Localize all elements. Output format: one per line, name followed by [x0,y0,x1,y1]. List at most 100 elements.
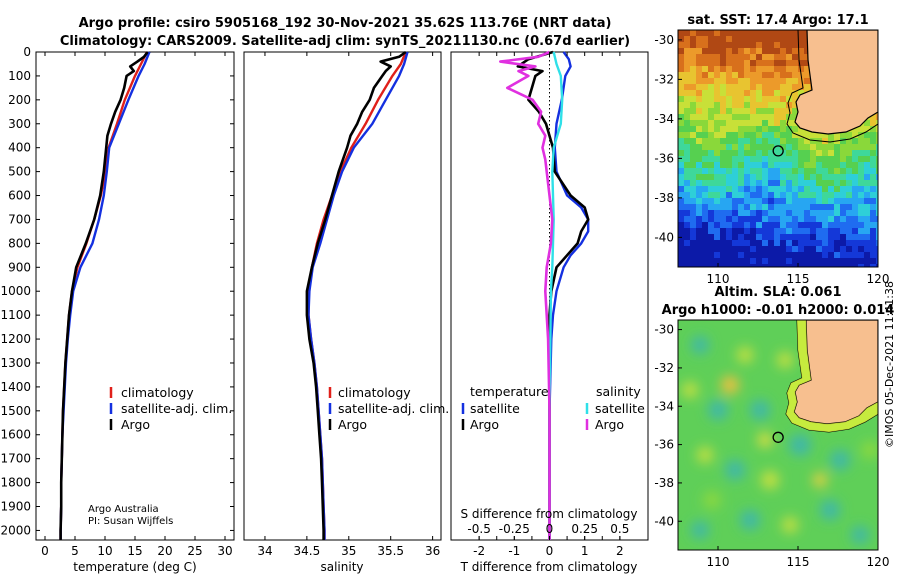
sst-cell [738,210,744,216]
sst-cell [864,174,870,180]
sst-cell [750,78,756,84]
sst-cell [708,186,714,192]
sst-cell [714,264,720,267]
sst-cell [678,258,684,264]
depth-tick-label: 1200 [0,332,31,346]
sst-cell [738,234,744,240]
sst-cell [816,264,822,267]
sst-cell [876,150,878,156]
sst-cell [732,84,738,90]
sst-cell [684,54,690,60]
sst-cell [852,228,858,234]
sst-cell [798,198,804,204]
sst-map: sat. SST: 17.4 Argo: 17.1 110 115 120 -30 -3… [654,13,889,286]
sst-cell [858,258,864,264]
sst-cell [834,180,840,186]
sst-cell [690,162,696,168]
sst-cell [678,204,684,210]
sst-cell [774,162,780,168]
sst-cell [750,66,756,72]
sst-cell [870,222,876,228]
sst-cell [714,228,720,234]
sst-cell [768,198,774,204]
sst-cell [732,78,738,84]
sst-cell [852,258,858,264]
sst-cell [696,168,702,174]
sst-cell [786,192,792,198]
sst-cell [834,192,840,198]
sst-cell [768,66,774,72]
sst-cell [774,186,780,192]
sst-cell [696,90,702,96]
sst-shelf-contour [786,30,878,143]
sst-cell [840,258,846,264]
credit-line-2: PI: Susan Wijffels [88,516,173,527]
sst-cell [768,138,774,144]
sst-cell [714,30,720,36]
sst-cell [756,36,762,42]
sst-cell [714,60,720,66]
lon-tick-label: 110 [707,272,730,286]
sst-cell [768,36,774,42]
sst-cell [840,198,846,204]
sst-cell [732,192,738,198]
sst-cell [780,120,786,126]
depth-tick-label: 800 [8,236,31,250]
sst-cell [786,30,792,36]
sst-cell [762,138,768,144]
sst-cell [714,216,720,222]
sst-cell [720,72,726,78]
sst-cell [798,126,804,132]
s-difference-xlabel: S difference from climatology [461,507,638,521]
sst-cell [828,150,834,156]
sst-cell [726,204,732,210]
sst-cell [870,192,876,198]
sst-cell [780,216,786,222]
sst-cell [702,120,708,126]
sst-cell [852,144,858,150]
sst-cell [702,66,708,72]
sst-cell [774,42,780,48]
sst-cell [750,222,756,228]
sst-cell [714,252,720,258]
sst-cell [846,264,852,267]
sst-cell [798,252,804,258]
sst-cell [726,264,732,267]
sst-cell [798,168,804,174]
sst-cell [720,252,726,258]
sst-cell [834,168,840,174]
sst-cell [708,66,714,72]
sst-cell [684,30,690,36]
sst-cell [798,222,804,228]
sst-cell [852,222,858,228]
sst-cell [798,84,804,90]
sst-cell [684,42,690,48]
sst-cell [786,186,792,192]
sst-cell [690,96,696,102]
sst-cell [714,174,720,180]
sst-cell [828,252,834,258]
sst-cell [774,114,780,120]
sst-cell [792,78,798,84]
sst-cell [756,102,762,108]
sst-cell [774,72,780,78]
sst-cell [840,174,846,180]
sst-cell [822,258,828,264]
sst-cell [684,144,690,150]
sst-cell [816,198,822,204]
sst-cell [774,204,780,210]
sla-anomaly [721,376,739,394]
sla-anomaly [697,447,713,463]
sst-cell [738,96,744,102]
sst-cell [798,132,804,138]
sst-cell [678,216,684,222]
temperature-lines [59,51,151,540]
sst-cell [678,222,684,228]
sst-cell [804,48,810,54]
sst-cell [756,222,762,228]
sst-cell [786,168,792,174]
sst-cell [726,96,732,102]
sst-cell [678,66,684,72]
sst-cell [870,120,876,126]
sst-cell [804,228,810,234]
